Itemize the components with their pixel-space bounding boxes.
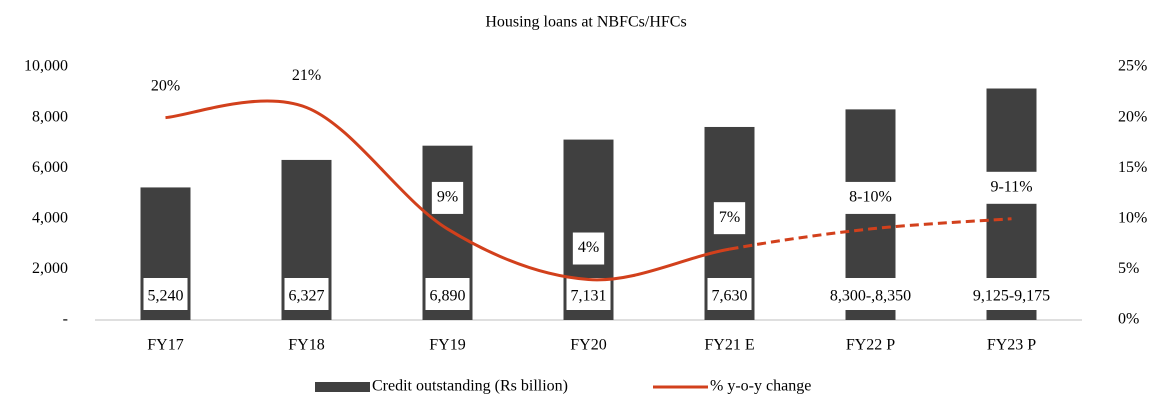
label-background <box>284 278 329 310</box>
line-value-label: 20% <box>151 77 180 94</box>
label-background <box>431 181 464 214</box>
label-background <box>825 278 916 310</box>
bar-value-label: 7,630 <box>712 288 748 305</box>
x-tick-label: FY22 P <box>846 337 895 354</box>
x-tick-label: FY21 E <box>704 337 754 354</box>
line-value-label: 8-10% <box>849 189 892 206</box>
legend-label: Credit outstanding (Rs billion) <box>372 378 568 395</box>
label-background <box>968 278 1055 310</box>
bar-value-label: 8,300-,8,350 <box>830 288 911 305</box>
y2-tick-label: 5% <box>1118 260 1139 277</box>
x-tick-label: FY20 <box>570 337 606 354</box>
line <box>165 99 730 282</box>
label-background <box>286 60 327 93</box>
y-tick-label: 10,000 <box>24 58 68 75</box>
line-projected <box>729 217 1012 251</box>
y2-tick-label: 0% <box>1118 311 1139 328</box>
y2-tick-label: 15% <box>1118 159 1147 176</box>
y-tick-label: - <box>63 311 68 328</box>
label-background <box>985 171 1038 204</box>
legend-swatch <box>315 382 370 392</box>
x-tick-label: FY17 <box>147 337 183 354</box>
chart-title: Housing loans at NBFCs/HFCs <box>485 14 686 31</box>
label-background <box>143 278 188 310</box>
label-background <box>707 278 752 310</box>
y-tick-label: 2,000 <box>32 260 68 277</box>
label-background <box>566 278 611 310</box>
label-background <box>425 278 470 310</box>
y-tick-label: 6,000 <box>32 159 68 176</box>
x-tick-label: FY23 P <box>987 337 1036 354</box>
bar-value-label: 6,327 <box>289 288 325 305</box>
line-value-label: 7% <box>719 209 740 226</box>
label-background <box>713 202 746 235</box>
x-tick-label: FY19 <box>429 337 465 354</box>
y-tick-label: 8,000 <box>32 108 68 125</box>
bar-value-label: 7,131 <box>571 288 607 305</box>
y2-tick-label: 25% <box>1118 58 1147 75</box>
bar-value-label: 6,890 <box>430 288 466 305</box>
line-value-label: 21% <box>292 67 321 84</box>
x-tick-label: FY18 <box>288 337 324 354</box>
line-value-label: 9% <box>437 189 458 206</box>
legend-label: % y-o-y change <box>710 378 811 395</box>
y2-tick-label: 20% <box>1118 108 1147 125</box>
label-background <box>844 181 897 214</box>
bar-value-label: 9,125-9,175 <box>973 288 1050 305</box>
label-background <box>572 232 605 265</box>
line-value-label: 9-11% <box>990 178 1032 195</box>
bar-value-label: 5,240 <box>148 288 184 305</box>
y2-tick-label: 10% <box>1118 209 1147 226</box>
label-background <box>145 70 186 103</box>
line-value-label: 4% <box>578 239 599 256</box>
y-tick-label: 4,000 <box>32 209 68 226</box>
